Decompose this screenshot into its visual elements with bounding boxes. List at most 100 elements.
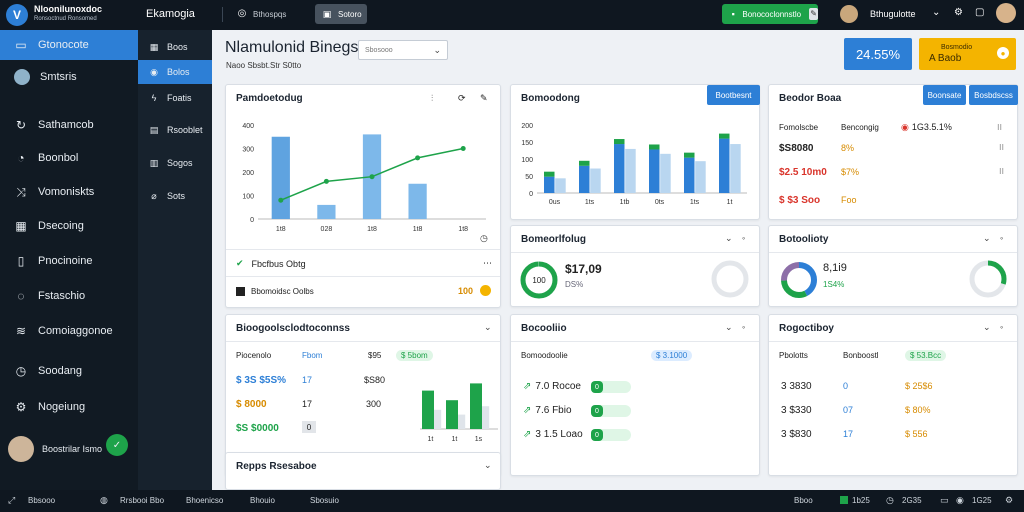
divider	[222, 7, 223, 22]
more-icon[interactable]: ⁝⁝	[999, 143, 1005, 152]
sidebar-item-2[interactable]: ↻ Sathamcob	[0, 110, 138, 140]
alert-icon: ◉	[901, 122, 909, 132]
filter-icon[interactable]: ⫶	[431, 93, 434, 103]
chevron-down-icon[interactable]: ⌄	[484, 460, 492, 470]
kpi-blue-tile[interactable]: 24.55%	[844, 38, 912, 70]
list-item[interactable]: ⇗ 7.6 Fbio	[523, 405, 572, 416]
sidebar-item-4[interactable]: ⤨ Vomoniskts	[0, 177, 138, 207]
stack-icon: ≋	[15, 324, 27, 338]
list-item[interactable]: ⇗ 7.0 Rocoe	[523, 381, 581, 392]
card-action-button-2[interactable]: Bosbdscss	[969, 85, 1018, 105]
profile-avatar[interactable]	[996, 3, 1016, 23]
bar	[590, 168, 601, 193]
grid-icon: ▦	[149, 41, 159, 52]
user-icon[interactable]: ◉	[956, 495, 964, 505]
footer-value: 100	[458, 286, 474, 296]
kpi-sub: DS%	[565, 280, 584, 289]
card-title: Botoolioty	[779, 234, 829, 245]
x-tick-label: 0us	[549, 199, 561, 206]
chevron-down-icon[interactable]: ⌄	[725, 322, 733, 332]
settings-icon: ⚙	[15, 400, 27, 414]
subnav-item-3[interactable]: ▤ Rsooblet	[138, 118, 212, 142]
more-icon[interactable]: ⁝⁝	[997, 123, 1003, 132]
chevron-down-icon[interactable]: ⌄	[983, 322, 991, 332]
more-icon[interactable]: ⁝⁝	[999, 167, 1005, 176]
sidebar-item-label: Fstaschio	[38, 290, 86, 302]
filter-dropdown-value: Sbosooo	[365, 46, 393, 54]
workspace-name[interactable]: Ekamogia	[146, 8, 195, 20]
status-dot-icon	[480, 285, 491, 296]
pin-icon[interactable]: ✎	[480, 93, 488, 103]
card-action-button[interactable]: Bootbesnt	[707, 85, 760, 105]
card-title: Beodor Boaa	[779, 93, 842, 104]
grid-icon: ▦	[15, 219, 27, 233]
list-item[interactable]: ⇗ 3 1.5 Loao	[523, 429, 583, 440]
tag-badge: $ 5bom	[396, 350, 433, 361]
add-button[interactable]: ✓	[106, 434, 128, 456]
bar	[614, 144, 625, 193]
subnav-item-4[interactable]: ▥ Sogos	[138, 151, 212, 175]
footer-row-2[interactable]: Bbomoidsc Oolbs	[236, 287, 314, 296]
sidebar-item-1[interactable]: Smtsris	[0, 62, 138, 92]
filter-dropdown[interactable]: Sbosooo ⌄	[358, 40, 448, 60]
subnav-item-2[interactable]: ϟ Foatis	[138, 86, 212, 110]
sidebar-item-0[interactable]: ▭ Gtonocote	[0, 30, 138, 60]
settings-icon[interactable]: ◦	[742, 322, 746, 332]
sidebar-item-5[interactable]: ▦ Dsecoing	[0, 211, 138, 241]
refresh-icon: ↻	[15, 118, 27, 132]
sidebar-user-name[interactable]: Boostrilar Ismo	[42, 444, 103, 454]
status-text: 2G35	[902, 496, 922, 505]
list-item: $ 3S $5S%	[236, 375, 287, 386]
sidebar-item-9[interactable]: ◷ Soodang	[0, 356, 138, 386]
sidebar-item-label: Sathamcob	[38, 119, 94, 131]
chevron-down-icon[interactable]: ⌄	[932, 7, 941, 18]
user-name[interactable]: Bthugulotte	[870, 9, 916, 19]
kpi-orange-tile[interactable]: Bosmodio A Baob ●	[919, 38, 1016, 70]
drop-icon: ⌀	[151, 190, 157, 201]
card-action-button-1[interactable]: Boonsate	[923, 85, 966, 105]
subnav-item-1[interactable]: ◉ Bolos	[138, 60, 212, 84]
tab-active[interactable]: ▣ Sotoro	[315, 4, 367, 24]
bar	[730, 144, 741, 193]
monitor-icon: ▭	[15, 38, 27, 52]
sidebar-item-7[interactable]: ◌ Fstaschio	[0, 281, 138, 311]
list-item: 3 $830	[781, 429, 812, 440]
footer-row-1[interactable]: ✔ Fbcfbus Obtg	[236, 258, 306, 269]
sidebar-item-10[interactable]: ⚙ Nogeiung	[0, 392, 138, 422]
sidebar-item-6[interactable]: ▯ Pnocinoine	[0, 246, 138, 276]
subnav-item-5[interactable]: ⌀ Sots	[138, 184, 212, 208]
monitor-icon[interactable]: ▭	[940, 495, 949, 505]
sidebar-item-3[interactable]: ◔ Boonbol	[0, 143, 138, 173]
sidebar-item-label: Gtonocote	[38, 39, 89, 51]
globe-icon[interactable]: ◍	[100, 495, 108, 505]
bar-cap	[614, 139, 625, 145]
clock-icon[interactable]: ◷	[480, 233, 488, 243]
subnav-item-0[interactable]: ▦ Boos	[138, 35, 212, 59]
search-box[interactable]: ◎ Bthospqs	[232, 6, 304, 22]
sidebar-item-label: Vomoniskts	[38, 186, 95, 198]
settings-icon[interactable]: ⚙	[1005, 495, 1014, 505]
primary-action-button[interactable]: ▪ Bonococlonnstlo ✎	[722, 4, 818, 24]
share-icon[interactable]: ⤢	[8, 495, 16, 505]
chevron-down-icon[interactable]: ⌄	[725, 233, 733, 243]
settings-icon[interactable]: ◦	[742, 233, 746, 243]
refresh-icon[interactable]: ⟳	[458, 93, 466, 103]
chevron-down-icon[interactable]: ⌄	[983, 233, 991, 243]
status-text: 1G25	[972, 496, 992, 505]
sidebar-item-8[interactable]: ≋ Comoiaggonoe	[0, 316, 138, 346]
more-icon[interactable]: ⋯	[483, 258, 492, 268]
card-title: Repps Rsesaboe	[236, 461, 317, 472]
card-table: Beodor Boaa Boonsate Bosbdscss Fomolscbe…	[768, 84, 1018, 220]
settings-icon[interactable]: ◦	[1000, 233, 1004, 243]
column-header: $95	[368, 351, 382, 360]
settings-icon[interactable]: ◦	[1000, 322, 1004, 332]
column-header: Piocenolo	[236, 351, 272, 360]
settings-icon[interactable]: ⚙	[954, 7, 963, 18]
sidebar-user-avatar[interactable]	[8, 436, 34, 462]
notification-icon[interactable]: ▢	[975, 7, 985, 18]
user-avatar[interactable]	[840, 5, 858, 23]
bar-cap	[719, 133, 730, 139]
list-item: $S $0000	[236, 423, 279, 434]
page-subtitle: Naoo Sbsbt.Str S0tto	[226, 61, 302, 70]
chevron-down-icon[interactable]: ⌄	[484, 322, 492, 332]
